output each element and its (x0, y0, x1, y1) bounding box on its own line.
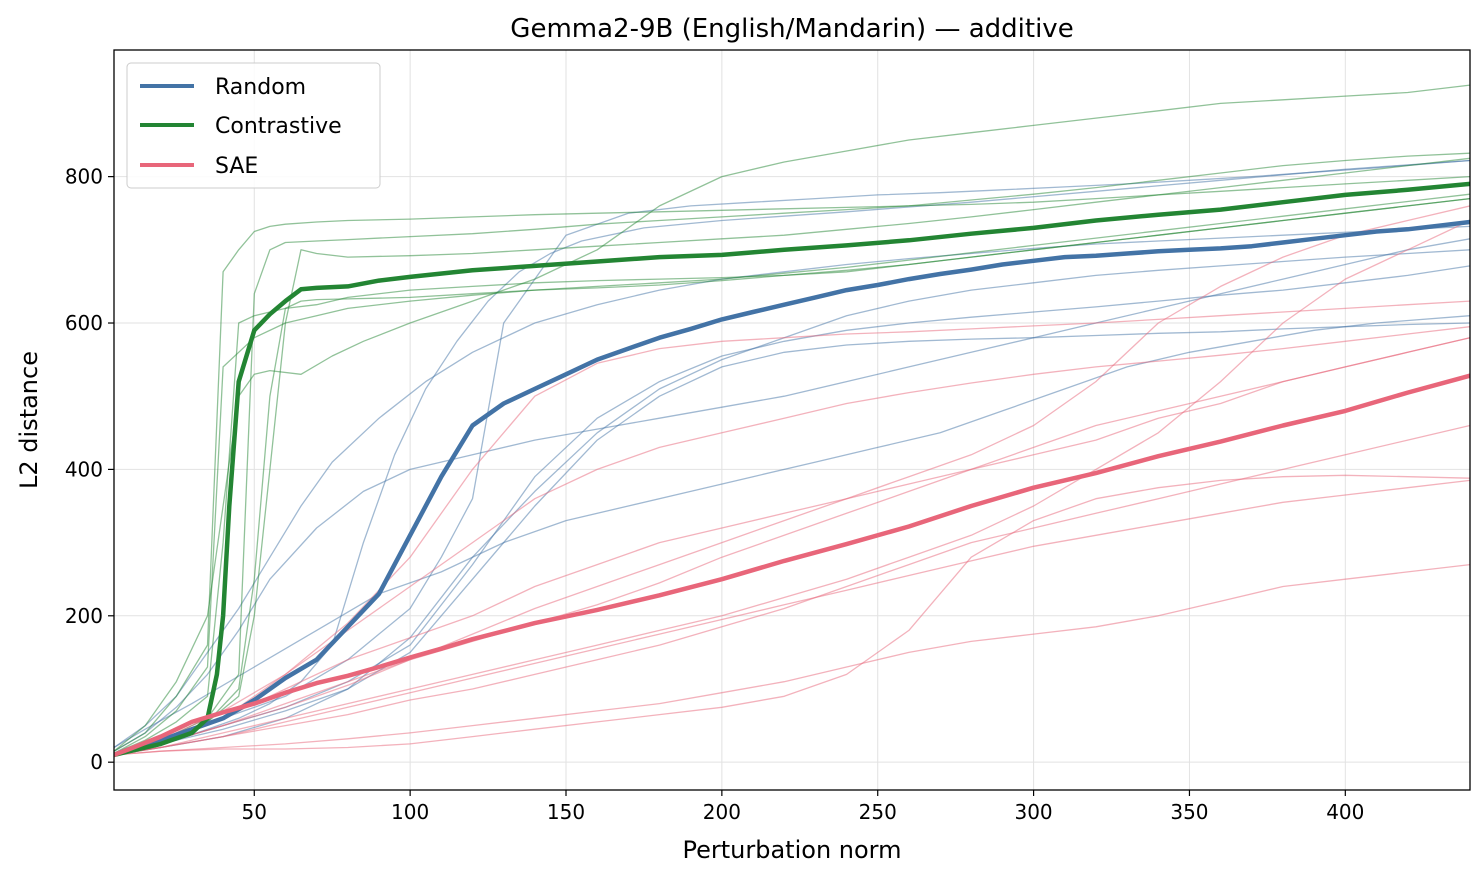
series-sae-run-line-7 (114, 474, 1470, 756)
y-tick-label-0: 0 (90, 750, 103, 774)
series-contrastive-run-line-3 (114, 152, 1470, 756)
y-tick-label-600: 600 (65, 311, 103, 335)
series-random-run-line-6 (114, 322, 1470, 756)
legend-label-sae: SAE (215, 154, 258, 179)
series-sae-run-line-9 (114, 337, 1470, 756)
x-tick-label-200: 200 (703, 800, 741, 824)
series-random-run-line-5 (114, 238, 1470, 752)
series-sae-run-line-2 (114, 205, 1470, 756)
x-tick-label-100: 100 (391, 800, 429, 824)
series-contrastive-run-line-7 (114, 193, 1470, 754)
series-contrastive-run-line-5 (114, 157, 1470, 756)
series-contrastive-run-line-4 (114, 197, 1470, 756)
y-axis-label: L2 distance (15, 351, 43, 489)
series-sae-mean-line (114, 373, 1470, 758)
series-random-mean-line (114, 219, 1470, 758)
legend-label-contrastive: Contrastive (215, 114, 342, 139)
series-random-run-line-4 (114, 159, 1470, 756)
series-sae-run-line-1 (114, 300, 1470, 756)
y-tick-label-400: 400 (65, 457, 103, 481)
series-random-run-line-8 (114, 315, 1470, 749)
series-sae-run-line-3 (114, 219, 1470, 756)
x-tick-label-350: 350 (1170, 800, 1208, 824)
y-axis-ticks: 0 200 400 600 800 (65, 165, 114, 774)
series-contrastive-run-line-6 (114, 84, 1470, 752)
x-axis-ticks: 50 100 150 200 250 300 350 400 (242, 790, 1364, 824)
series-sae-run-line-10 (114, 479, 1470, 756)
plot-frame (113, 49, 1471, 791)
chart-title: Gemma2-9B (English/Mandarin) — additive (510, 14, 1073, 44)
series-random-run-line-3 (114, 265, 1470, 756)
legend: Random Contrastive SAE (126, 62, 381, 189)
series-sae-run-line-8 (114, 563, 1470, 756)
x-tick-label-250: 250 (859, 800, 897, 824)
series-sae-run-line-5 (114, 337, 1470, 756)
x-axis-label: Perturbation norm (683, 836, 902, 864)
series-random-run-line-1 (114, 225, 1470, 749)
x-tick-label-50: 50 (242, 800, 267, 824)
y-tick-label-800: 800 (65, 165, 103, 189)
y-tick-label-200: 200 (65, 604, 103, 628)
series-contrastive-run-line-1 (114, 175, 1470, 752)
individual-run-lines (114, 84, 1470, 756)
x-tick-label-300: 300 (1014, 800, 1052, 824)
x-tick-label-400: 400 (1326, 800, 1364, 824)
series-random-run-line-2 (114, 159, 1470, 755)
series-contrastive-mean-line (114, 181, 1470, 758)
legend-label-random: Random (215, 75, 306, 100)
mean-lines (114, 181, 1470, 758)
x-tick-label-150: 150 (547, 800, 585, 824)
legend-box (126, 62, 381, 189)
series-sae-run-line-4 (114, 326, 1470, 756)
